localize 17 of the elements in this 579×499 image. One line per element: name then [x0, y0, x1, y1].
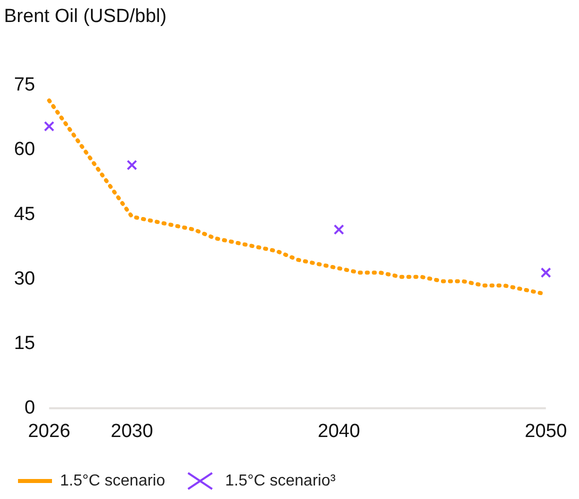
x-tick-label: 2050: [524, 420, 568, 442]
y-tick-label: 60: [14, 139, 36, 160]
y-tick-label: 0: [24, 397, 36, 418]
y-tick-label: 45: [14, 204, 36, 225]
legend-label: 1.5°C scenario³: [225, 472, 336, 490]
point: [126, 160, 138, 170]
point: [334, 224, 344, 235]
chart-title: Brent Oil (USD/bbl): [4, 6, 167, 28]
x-tick-label: 2040: [318, 420, 360, 442]
y-tick-label: 75: [14, 74, 36, 96]
point: [44, 121, 54, 132]
legend-label: 1.5°C scenario: [60, 472, 166, 490]
x-tick-label: 2030: [110, 420, 154, 442]
y-tick-label: 15: [14, 332, 36, 354]
point: [540, 267, 552, 278]
x-tick-label: 2026: [28, 420, 70, 442]
y-tick-label: 30: [14, 268, 36, 290]
